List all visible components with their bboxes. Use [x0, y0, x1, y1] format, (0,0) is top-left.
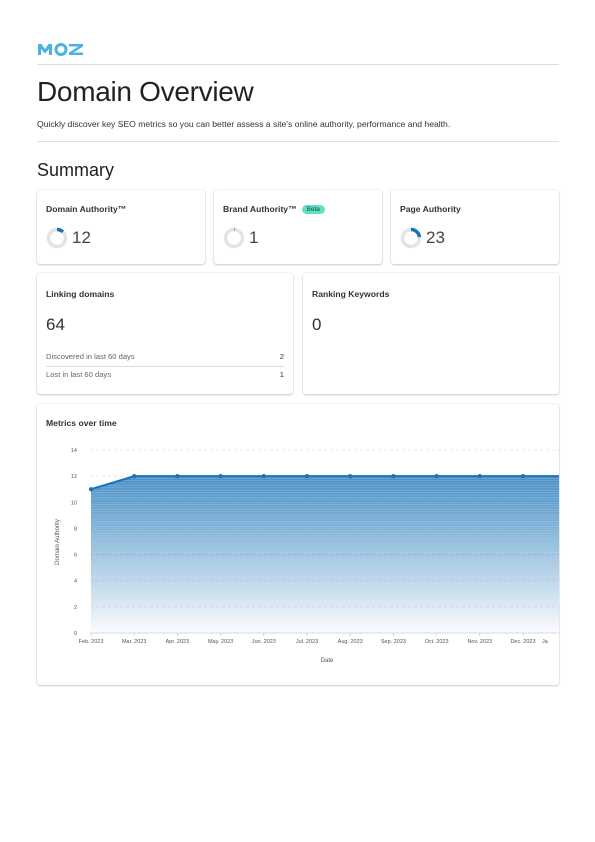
brand-authority-ring-fill	[223, 227, 245, 249]
brand-authority-title: Brand Authority™ Beta	[223, 204, 325, 214]
data-point	[88, 487, 94, 492]
x-axis-title: Date	[321, 658, 334, 664]
lost-value: 1	[279, 370, 284, 379]
discovered-row: Discovered in last 60 days 2	[46, 352, 284, 361]
brand-authority-label: Brand Authority™	[223, 204, 297, 214]
domain-authority-label: Domain Authority™	[46, 204, 127, 214]
x-tick-label: Sep. 2023	[381, 639, 406, 645]
data-point	[348, 474, 353, 479]
y-tick-label: 0	[74, 631, 77, 637]
data-point	[477, 474, 482, 479]
lost-label: Lost in last 60 days	[46, 370, 112, 379]
linking-domains-card: Linking domains 64 Discovered in last 60…	[37, 273, 293, 394]
data-point	[520, 474, 526, 479]
page-authority-label: Page Authority	[400, 204, 461, 214]
metrics-chart: 0 2 4 6 8 10 12 14 Feb. 2023 Mar. 2023 Apr. 2023 Ma…	[55, 448, 559, 664]
data-point	[132, 474, 137, 479]
data-point	[261, 474, 266, 479]
page-authority-value: 23	[426, 228, 445, 247]
x-tick-label: Feb. 2023	[79, 639, 104, 645]
brand-authority-value: 1	[249, 228, 259, 247]
subtitle-divider	[37, 141, 559, 142]
page-authority-ring-fill	[400, 227, 422, 249]
page-title: Domain Overview	[37, 76, 254, 107]
x-tick-label: Ja	[542, 639, 549, 645]
x-tick-label: Mar. 2023	[122, 639, 146, 645]
discovered-value: 2	[279, 352, 284, 361]
brand-authority-card: Brand Authority™ Beta 1	[214, 190, 382, 264]
y-tick-label: 6	[74, 553, 77, 559]
y-tick-label: 2	[74, 605, 77, 611]
y-tick-label: 8	[74, 526, 77, 532]
x-tick-label: Aug. 2023	[338, 639, 363, 645]
ranking-keywords-card: Ranking Keywords 0	[303, 273, 559, 394]
metrics-over-time-card: Metrics over time 0 2 4 6 8 10 12 14 Feb. 2023 Ma…	[37, 404, 559, 685]
domain-authority-ring	[46, 227, 68, 249]
page-subtitle: Quickly discover key SEO metrics so you …	[37, 119, 451, 129]
data-point	[218, 474, 223, 479]
data-point	[391, 474, 396, 479]
y-axis-title: Domain Authority	[55, 519, 61, 565]
moz-logo	[38, 43, 83, 56]
stat-divider	[46, 366, 284, 367]
x-tick-label: Jul. 2023	[296, 639, 318, 645]
domain-authority-card: Domain Authority™ 12	[37, 190, 205, 264]
lost-row: Lost in last 60 days 1	[46, 370, 284, 379]
data-point	[175, 474, 180, 479]
ranking-keywords-value: 0	[312, 315, 322, 334]
area-fill	[91, 476, 559, 633]
data-point	[434, 474, 439, 479]
y-tick-label: 12	[71, 474, 77, 480]
data-point	[304, 474, 310, 479]
linking-domains-value: 64	[46, 315, 65, 334]
x-tick-label: Dec. 2023	[510, 639, 535, 645]
logo-letter-z	[69, 44, 83, 55]
logo-letter-o	[54, 43, 68, 56]
y-tick-label: 14	[71, 448, 77, 454]
domain-authority-value: 12	[72, 228, 91, 247]
x-tick-label: Nov. 2023	[467, 639, 492, 645]
header-divider	[37, 64, 559, 65]
y-tick-label: 10	[71, 500, 77, 506]
metrics-title: Metrics over time	[46, 418, 117, 428]
ranking-keywords-label: Ranking Keywords	[312, 289, 390, 299]
domain-authority-ring-fill	[46, 227, 68, 249]
x-tick-label: Oct. 2023	[425, 639, 449, 645]
logo-letter-m	[38, 44, 52, 55]
page-authority-ring	[400, 227, 422, 249]
brand-authority-ring	[223, 227, 245, 249]
page-authority-card: Page Authority 23	[391, 190, 559, 264]
x-tick-label: May. 2023	[208, 639, 233, 645]
x-tick-label: Jun. 2023	[252, 639, 276, 645]
summary-heading: Summary	[37, 160, 115, 180]
y-tick-label: 4	[74, 579, 77, 585]
linking-domains-label: Linking domains	[46, 289, 115, 299]
x-tick-label: Apr. 2023	[166, 639, 190, 645]
discovered-label: Discovered in last 60 days	[46, 352, 135, 361]
beta-badge: Beta	[301, 205, 325, 214]
